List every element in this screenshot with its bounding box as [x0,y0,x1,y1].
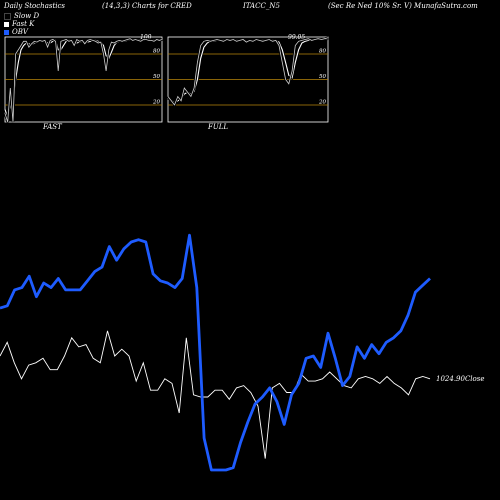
legend-swatch-obv [4,29,9,35]
legend-swatch-fast-k [4,21,9,27]
level-label-1-1: 50 [319,74,326,80]
chart-symbol: ITACC_N5 [243,2,280,10]
legend-label-obv: OBV [12,28,28,36]
series-line-1-1 [167,37,329,106]
price-close-label: 1024.90Close [436,375,485,383]
level-label-1-2: 80 [319,49,326,55]
chart-source: (Sec Re Ned 10% Sr. V) MunafaSutra.com [328,2,478,10]
chart-legend: Slow D Fast K OBV [4,12,39,36]
legend-label-slow-d: Slow D [14,12,40,20]
panel-title-1: FULL [207,123,228,131]
legend-swatch-slow-d [4,12,11,20]
panel-top-label-1: 99.05 [288,34,305,41]
panel-top-label-0: 100 [140,34,152,41]
legend-item-fast-k: Fast K [4,20,39,28]
legend-item-obv: OBV [4,28,39,36]
level-label-0-1: 50 [153,74,160,80]
chart-title: Daily Stochastics [4,2,66,10]
obv-line [0,233,431,472]
level-label-1-0: 20 [318,100,326,106]
series-line-0-1 [4,38,163,123]
legend-label-fast-k: Fast K [12,20,35,28]
price-line [0,330,431,459]
level-label-0-2: 80 [153,49,160,55]
chart-params: (14,3,3) Charts for CRED [102,2,192,10]
level-label-0-0: 20 [152,100,160,106]
legend-item-slow-d: Slow D [4,12,39,20]
panel-title-0: FAST [42,123,63,131]
